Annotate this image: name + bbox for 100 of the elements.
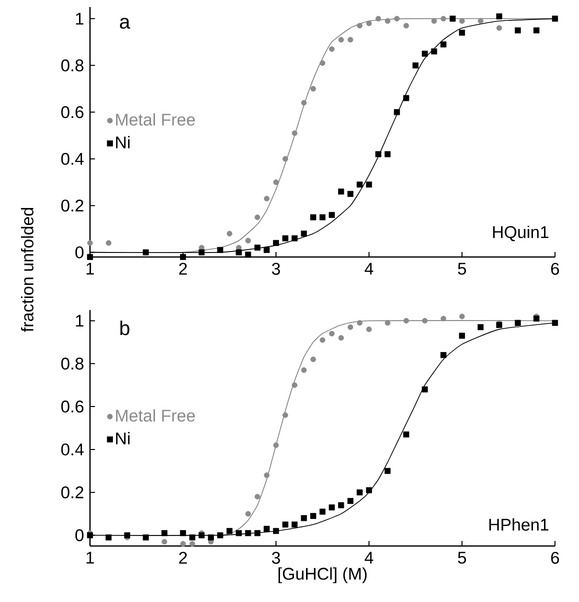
point: [310, 86, 316, 92]
point: [422, 318, 428, 324]
point: [431, 18, 437, 24]
point: [161, 530, 168, 536]
point: [422, 50, 428, 57]
point: [403, 431, 410, 438]
point: [190, 541, 196, 547]
y-tick-label: 0.2: [61, 200, 84, 212]
x-tick-label: 6: [551, 552, 559, 564]
point: [459, 332, 465, 339]
annotation: b: [120, 320, 130, 336]
y-axis-title: fraction unfolded: [21, 208, 34, 332]
point: [328, 212, 335, 218]
point: [301, 100, 307, 106]
point: [162, 538, 168, 544]
x-tick-label: 1: [86, 552, 94, 564]
point: [431, 48, 438, 54]
point: [376, 16, 382, 22]
point: [338, 502, 344, 508]
point: [124, 532, 130, 538]
point: [338, 335, 344, 341]
legend-label: Metal Free: [116, 409, 195, 422]
point: [348, 36, 354, 42]
point: [347, 190, 354, 197]
point: [412, 62, 418, 68]
point: [310, 356, 316, 362]
point: [142, 249, 149, 256]
point: [273, 528, 279, 534]
point: [348, 324, 354, 330]
point: [180, 530, 186, 536]
point: [254, 494, 260, 500]
point: [514, 27, 521, 34]
legend-label: Metal Free: [116, 113, 195, 126]
point: [282, 156, 288, 162]
point: [245, 511, 251, 517]
point: [226, 528, 232, 534]
point: [310, 214, 316, 220]
x-axis-title: [GuHCl] (M): [278, 567, 367, 584]
point: [292, 235, 298, 242]
point: [338, 36, 344, 42]
point: [142, 534, 149, 540]
x-tick-label: 5: [458, 262, 466, 275]
x-tick-label: 4: [364, 552, 374, 564]
legend-label: Ni: [116, 136, 130, 148]
point: [440, 352, 446, 358]
y-tick-label: 1: [76, 12, 84, 24]
point: [300, 515, 307, 522]
point: [236, 530, 242, 536]
y-tick-label: 0.2: [61, 486, 84, 498]
point: [264, 247, 270, 253]
point: [245, 252, 252, 258]
point: [514, 320, 521, 326]
y-tick-label: 0.8: [61, 358, 84, 370]
point: [552, 16, 558, 22]
point: [292, 130, 298, 136]
point: [282, 235, 288, 242]
point: [254, 530, 260, 536]
point: [180, 254, 186, 260]
point: [282, 522, 288, 528]
point: [180, 541, 186, 547]
point: [264, 196, 270, 202]
x-tick-label: 2: [179, 262, 187, 275]
point: [384, 18, 390, 24]
point: [264, 472, 270, 478]
point: [320, 337, 326, 343]
point: [310, 512, 316, 519]
point: [198, 532, 205, 538]
x-tick-label: 1: [86, 262, 94, 274]
y-tick-label: 1: [76, 314, 84, 327]
point: [459, 314, 465, 320]
x-tick-label: 5: [458, 552, 466, 564]
point: [329, 330, 335, 336]
x-tick-label: 4: [364, 262, 374, 274]
point: [440, 16, 446, 22]
point: [106, 534, 112, 540]
point: [87, 240, 93, 246]
point: [496, 322, 502, 328]
point: [394, 109, 400, 116]
point: [533, 27, 540, 34]
y-tick-label: 0: [75, 246, 84, 258]
point: [356, 182, 363, 188]
point: [384, 468, 391, 474]
point: [300, 230, 307, 237]
y-tick-label: 0.6: [61, 106, 84, 118]
point: [245, 530, 252, 536]
point: [301, 367, 307, 373]
point: [403, 318, 409, 324]
point: [273, 240, 279, 246]
point: [478, 324, 484, 330]
point: [366, 326, 372, 332]
point: [254, 244, 260, 251]
point: [459, 18, 465, 24]
point: [292, 382, 298, 388]
point: [320, 214, 326, 220]
point: [87, 254, 93, 260]
point: [320, 508, 326, 515]
point: [282, 412, 288, 418]
point: [245, 238, 251, 244]
point: [217, 532, 224, 538]
point: [217, 247, 224, 253]
